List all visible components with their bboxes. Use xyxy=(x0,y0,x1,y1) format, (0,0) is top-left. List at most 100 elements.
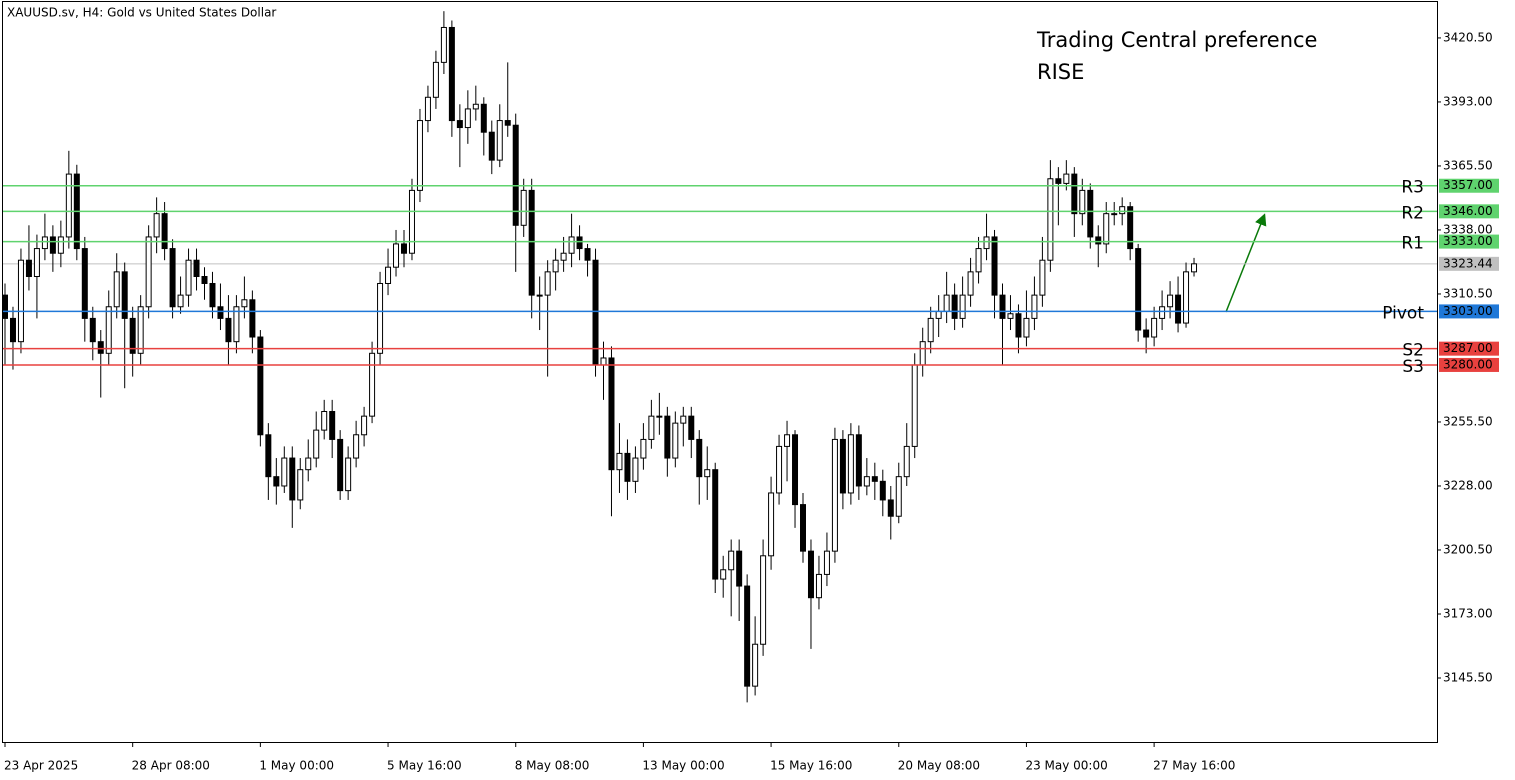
candle-body xyxy=(1159,306,1166,319)
y-tick-label: 3393.00 xyxy=(1443,94,1493,108)
candle-body xyxy=(584,248,591,261)
annotation: RISE xyxy=(1037,60,1084,84)
level-price: 3357.00 xyxy=(1443,178,1493,192)
candle-body xyxy=(225,317,232,343)
candle-body xyxy=(975,248,982,273)
y-tick-label: 3228.00 xyxy=(1443,478,1493,492)
candle-body xyxy=(951,294,958,319)
candle-body xyxy=(999,294,1006,319)
candle-body xyxy=(121,271,128,319)
candle-body xyxy=(177,294,184,308)
candle-body xyxy=(185,259,192,296)
level-name: Pivot xyxy=(1382,303,1424,323)
candle-body xyxy=(105,306,112,354)
candle-body xyxy=(1087,189,1094,238)
candle-body xyxy=(257,336,264,436)
candle-body xyxy=(887,499,894,517)
level-price-box xyxy=(1439,304,1499,319)
candle-body xyxy=(241,299,248,308)
candle-body xyxy=(512,124,519,226)
candle-body xyxy=(983,236,990,250)
candle-body xyxy=(385,266,392,284)
candle-body xyxy=(57,236,64,254)
level-name: S2 xyxy=(1402,341,1424,361)
candle-body xyxy=(480,103,487,133)
candle-body xyxy=(1023,317,1030,338)
x-tick-label: 13 May 00:00 xyxy=(642,759,724,773)
x-tick-label: 1 May 00:00 xyxy=(259,759,334,773)
candle-body xyxy=(448,26,455,122)
candle-body xyxy=(823,550,830,575)
candle-body xyxy=(800,504,806,552)
candle-body xyxy=(1143,329,1150,338)
candle-body xyxy=(855,434,862,487)
candle-body xyxy=(672,422,679,459)
last-price-box xyxy=(1439,256,1499,271)
candle-body xyxy=(768,492,775,557)
candle-body xyxy=(991,236,998,296)
candle-body xyxy=(792,434,799,506)
candle-body xyxy=(871,476,878,482)
y-tick-label: 3365.50 xyxy=(1443,158,1493,172)
candle-body xyxy=(153,213,160,238)
y-tick-label: 3338.00 xyxy=(1443,222,1493,236)
plot-frame xyxy=(2,1,1438,743)
candle-body xyxy=(903,445,910,478)
candle-body xyxy=(1071,173,1078,215)
candle-body xyxy=(776,445,783,494)
x-tick-label: 8 May 08:00 xyxy=(515,759,590,773)
candle-body xyxy=(568,236,575,254)
candle-body xyxy=(919,341,926,366)
candle-body xyxy=(736,550,743,587)
level-price-box xyxy=(1439,234,1499,249)
x-tick-label: 28 Apr 08:00 xyxy=(132,759,210,773)
level-name: R2 xyxy=(1401,203,1424,223)
candle-body xyxy=(616,452,623,471)
y-tick-label: 3173.00 xyxy=(1443,606,1493,620)
last-price: 3323.44 xyxy=(1443,256,1493,270)
candle-body xyxy=(648,415,655,440)
candle-body xyxy=(305,457,312,471)
x-tick-label: 23 May 00:00 xyxy=(1025,759,1107,773)
candle-body xyxy=(831,438,838,552)
candle-body xyxy=(1191,263,1198,273)
candle-body xyxy=(49,236,56,254)
candle-body xyxy=(1151,317,1158,338)
candle-body xyxy=(544,271,551,296)
candle-body xyxy=(393,243,400,268)
candle-body xyxy=(273,476,280,487)
chart-title: XAUUSD.sv, H4: Gold vs United States Dol… xyxy=(7,6,276,20)
candle-body xyxy=(704,469,711,478)
candle-body xyxy=(81,248,88,319)
candle-body xyxy=(760,555,767,645)
candle-body xyxy=(137,306,144,354)
candle-body xyxy=(1175,294,1182,324)
candle-body xyxy=(847,434,854,494)
candle-body xyxy=(161,213,168,250)
candle-body xyxy=(688,415,695,440)
candle-body xyxy=(361,415,368,436)
candle-body xyxy=(2,294,8,319)
y-tick-label: 3200.50 xyxy=(1443,542,1493,556)
y-tick-label: 3420.50 xyxy=(1443,30,1493,44)
level-price-box xyxy=(1439,341,1499,356)
candle-body xyxy=(9,317,16,343)
candle-body xyxy=(959,294,966,319)
y-tick-label: 3255.50 xyxy=(1443,414,1493,428)
candle-body xyxy=(863,476,870,487)
candle-body xyxy=(504,120,511,126)
x-tick-label: 15 May 16:00 xyxy=(770,759,852,773)
candle-body xyxy=(1135,248,1142,331)
level-name: S3 xyxy=(1402,357,1424,377)
candle-body xyxy=(193,259,200,278)
candle-body xyxy=(113,271,120,308)
candle-body xyxy=(752,643,759,687)
y-tick-label: 3310.50 xyxy=(1443,286,1493,300)
candle-body xyxy=(815,573,822,599)
candle-body xyxy=(552,259,559,273)
candle-body xyxy=(1039,259,1046,296)
candle-body xyxy=(1007,313,1014,319)
candle-body xyxy=(536,294,543,297)
candle-body xyxy=(265,434,272,478)
candle-body xyxy=(401,243,407,254)
